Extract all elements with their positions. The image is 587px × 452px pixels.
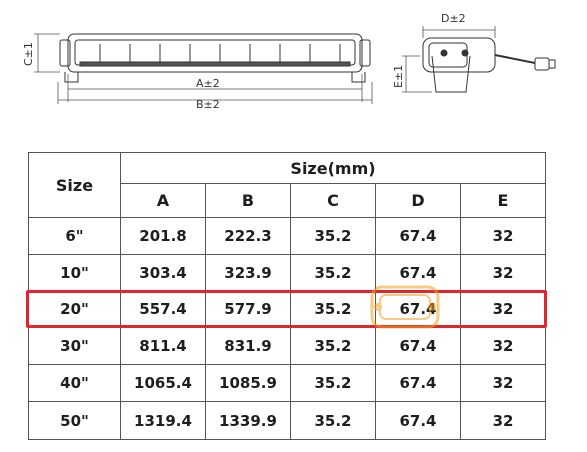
cell-e: 32 [460, 327, 546, 365]
dim-a-label: A±2 [196, 77, 220, 90]
cell-b: 577.9 [205, 290, 291, 328]
a-b-dimensions [57, 74, 373, 104]
column-header-e: E [460, 183, 546, 218]
cell-e: 32 [460, 217, 546, 255]
cell-b: 1085.9 [205, 364, 291, 402]
cell-d: 67.4 [375, 364, 461, 402]
dim-b-label: B±2 [196, 98, 220, 111]
cell-c: 35.2 [290, 217, 376, 255]
table-header-row: Size Size(mm) [28, 152, 546, 218]
dim-e-label: E±1 [392, 65, 405, 88]
cell-a: 1319.4 [120, 401, 206, 440]
dim-c-label: C±1 [22, 42, 35, 66]
row-size: 10" [28, 254, 121, 291]
cell-d: 67.4 [375, 217, 461, 255]
table-row: 40" 1065.4 1085.9 35.2 67.4 32 [28, 364, 546, 402]
cell-a: 201.8 [120, 217, 206, 255]
cell-d: 67.4 [375, 290, 461, 328]
cell-c: 35.2 [290, 364, 376, 402]
cell-a: 557.4 [120, 290, 206, 328]
cell-b: 1339.9 [205, 401, 291, 440]
e-dimension [402, 55, 432, 93]
table-row: 6" 201.8 222.3 35.2 67.4 32 [28, 217, 546, 255]
row-size: 20" [28, 290, 121, 328]
light-bar-front-view [59, 33, 371, 83]
cell-c: 35.2 [290, 254, 376, 291]
cell-e: 32 [460, 254, 546, 291]
light-bar-technical-drawing: C±1 A±2 B±2 D±2 E±1 [22, 12, 556, 111]
light-bar-side-view [422, 37, 556, 93]
row-size: 50" [28, 401, 121, 440]
cell-b: 323.9 [205, 254, 291, 291]
table-row: 30" 811.4 831.9 35.2 67.4 32 [28, 327, 546, 365]
cell-c: 35.2 [290, 327, 376, 365]
dim-d-label: D±2 [441, 12, 466, 25]
size-column-header: Size [28, 152, 121, 218]
d-dimension [422, 26, 496, 38]
cell-e: 32 [460, 290, 546, 328]
cell-d: 67.4 [375, 254, 461, 291]
cell-c: 35.2 [290, 290, 376, 328]
cell-d: 67.4 [375, 401, 461, 440]
c-dimension [34, 33, 60, 73]
column-header-c: C [290, 183, 376, 218]
size-table: Size Size(mm) A B C D E 6" 201.8 222.3 3… [28, 152, 546, 440]
cell-e: 32 [460, 364, 546, 402]
row-size: 6" [28, 217, 121, 255]
cell-d: 67.4 [375, 327, 461, 365]
row-size: 40" [28, 364, 121, 402]
cell-a: 811.4 [120, 327, 206, 365]
cell-a: 303.4 [120, 254, 206, 291]
table-row: 10" 303.4 323.9 35.2 67.4 32 [28, 254, 546, 291]
column-header-d: D [375, 183, 461, 218]
cell-c: 35.2 [290, 401, 376, 440]
table-row-highlighted: 20" 557.4 577.9 35.2 67.4 32 [28, 290, 546, 328]
cell-b: 222.3 [205, 217, 291, 255]
cell-a: 1065.4 [120, 364, 206, 402]
column-header-a: A [120, 183, 206, 218]
cell-e: 32 [460, 401, 546, 440]
cell-b: 831.9 [205, 327, 291, 365]
row-size: 30" [28, 327, 121, 365]
table-row: 50" 1319.4 1339.9 35.2 67.4 32 [28, 401, 546, 440]
size-mm-group-header: Size(mm) [120, 152, 546, 184]
column-header-b: B [205, 183, 291, 218]
